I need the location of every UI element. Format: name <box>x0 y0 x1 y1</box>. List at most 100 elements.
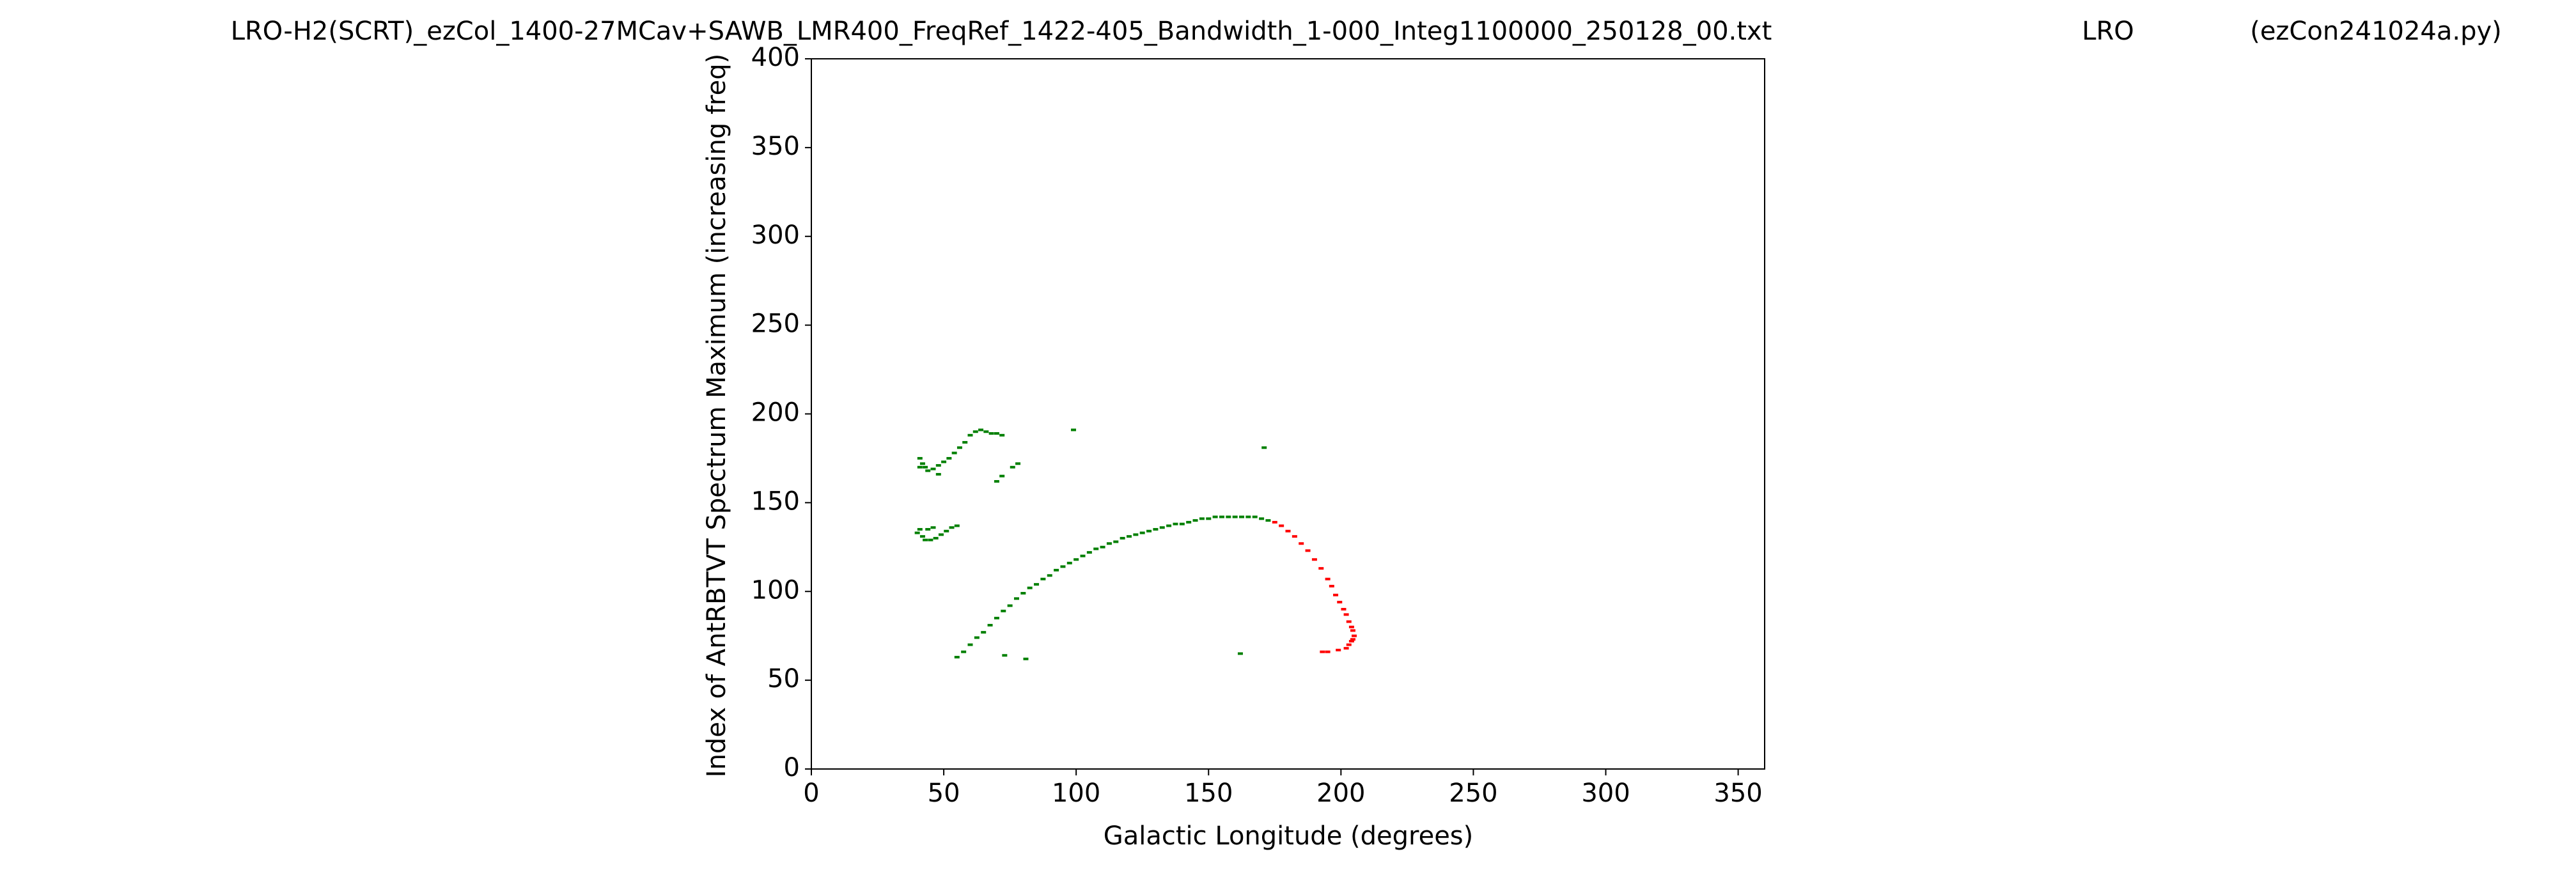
point <box>1325 650 1331 653</box>
point <box>1348 640 1354 643</box>
plot-frame <box>811 58 1765 770</box>
point <box>1237 652 1243 655</box>
point <box>1336 648 1341 651</box>
chart-title: LRO-H2(SCRT)_ezCol_1400-27MCav+SAWB_LMR4… <box>231 17 1772 46</box>
point <box>994 432 999 435</box>
y-tick-label: 0 <box>784 753 800 782</box>
point <box>1343 613 1349 616</box>
point <box>935 464 941 467</box>
y-tick-label: 300 <box>751 221 800 250</box>
point <box>1020 592 1026 595</box>
point <box>1073 558 1079 561</box>
title-annotation: (ezCon241024a.py) <box>2250 17 2502 46</box>
point <box>941 460 947 463</box>
x-tick-label: 150 <box>1184 779 1233 808</box>
point <box>961 650 967 653</box>
y-tick-label: 200 <box>751 398 800 428</box>
y-tick-label: 250 <box>751 309 800 339</box>
point <box>1245 515 1251 518</box>
point <box>933 536 939 540</box>
point <box>1199 517 1205 520</box>
point <box>1066 561 1072 564</box>
point <box>967 643 973 646</box>
point <box>1265 519 1271 522</box>
point <box>1047 574 1052 577</box>
point <box>1133 533 1139 536</box>
point <box>919 462 925 465</box>
point <box>1007 604 1013 607</box>
point <box>1166 524 1172 527</box>
x-tick-label: 50 <box>928 779 960 808</box>
point <box>1318 567 1324 570</box>
point <box>1034 583 1040 586</box>
point <box>1127 535 1132 538</box>
point <box>1232 515 1238 518</box>
point <box>1352 634 1357 637</box>
point <box>988 432 994 435</box>
point <box>1192 519 1198 522</box>
point <box>987 624 993 627</box>
point <box>1100 545 1105 548</box>
point <box>1113 540 1119 543</box>
x-tick-label: 350 <box>1713 779 1762 808</box>
x-tick-label: 250 <box>1449 779 1497 808</box>
y-tick-label: 350 <box>751 132 800 161</box>
point <box>981 631 987 634</box>
point <box>1226 515 1231 518</box>
point <box>938 533 944 536</box>
point <box>1071 428 1077 431</box>
y-tick-label: 50 <box>767 664 800 694</box>
point <box>1299 542 1304 545</box>
point <box>930 526 936 529</box>
point <box>1279 524 1284 527</box>
point <box>1320 650 1325 653</box>
point <box>1120 536 1125 540</box>
point <box>925 528 931 531</box>
point <box>917 528 923 531</box>
point <box>1341 608 1347 611</box>
point <box>923 465 928 469</box>
point <box>1080 554 1086 557</box>
y-tick-label: 400 <box>751 43 800 72</box>
point <box>946 456 952 460</box>
point <box>935 472 941 476</box>
point <box>1086 551 1092 554</box>
point <box>917 456 923 460</box>
point <box>1239 515 1245 518</box>
point <box>1292 535 1297 538</box>
point <box>928 538 933 541</box>
point <box>1027 586 1033 589</box>
point <box>1261 446 1267 449</box>
x-tick-label: 100 <box>1052 779 1100 808</box>
point <box>1350 629 1355 632</box>
point <box>954 656 960 659</box>
point <box>930 467 936 470</box>
point <box>923 538 928 541</box>
point <box>1348 625 1354 628</box>
point <box>1329 584 1334 587</box>
title-annotation: LRO <box>2082 17 2134 46</box>
x-tick-label: 200 <box>1316 779 1365 808</box>
point <box>1346 643 1352 646</box>
y-tick-label: 100 <box>751 575 800 605</box>
point <box>1013 597 1019 600</box>
point <box>1219 515 1224 518</box>
point <box>962 440 968 444</box>
point <box>974 636 980 639</box>
point <box>1343 647 1349 650</box>
point <box>1186 520 1192 524</box>
point <box>1212 515 1218 518</box>
y-tick-label: 150 <box>751 486 800 516</box>
point <box>1139 531 1145 534</box>
point <box>1010 465 1015 469</box>
point <box>1305 549 1311 552</box>
point <box>919 535 925 538</box>
point <box>972 430 978 433</box>
y-axis-label: Index of AntRBTVT Spectrum Maximum (incr… <box>702 54 731 777</box>
point <box>1350 638 1355 641</box>
point <box>1325 577 1331 580</box>
point <box>1060 565 1066 568</box>
point <box>1040 577 1046 580</box>
point <box>1272 520 1277 524</box>
